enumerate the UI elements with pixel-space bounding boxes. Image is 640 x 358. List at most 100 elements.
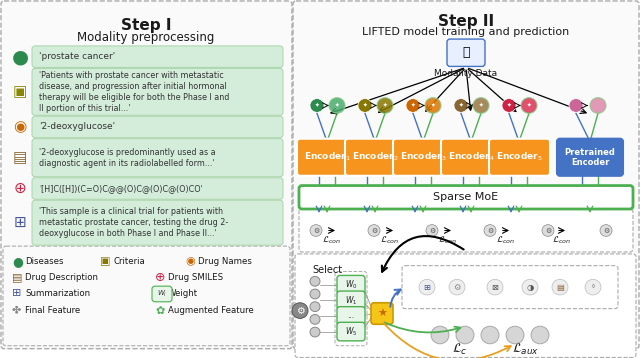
Text: Modality Data: Modality Data bbox=[435, 69, 497, 78]
Circle shape bbox=[449, 279, 465, 295]
Text: 'prostate cancer': 'prostate cancer' bbox=[39, 52, 115, 61]
Text: Drug Description: Drug Description bbox=[25, 273, 98, 282]
Text: ✦: ✦ bbox=[507, 103, 511, 108]
Text: Augmented Feature: Augmented Feature bbox=[168, 306, 253, 315]
Text: Step I: Step I bbox=[121, 18, 172, 33]
Text: $W_5$: $W_5$ bbox=[345, 325, 357, 338]
FancyBboxPatch shape bbox=[152, 286, 172, 302]
Text: ⊞: ⊞ bbox=[13, 215, 26, 230]
FancyBboxPatch shape bbox=[557, 139, 623, 176]
FancyBboxPatch shape bbox=[3, 246, 290, 346]
Text: 'Patients with prostate cancer with metastatic
disease, and progression after in: 'Patients with prostate cancer with meta… bbox=[39, 71, 229, 113]
Text: ✦: ✦ bbox=[335, 103, 339, 108]
Text: ▣: ▣ bbox=[13, 84, 27, 99]
Text: ✦: ✦ bbox=[527, 103, 531, 108]
FancyBboxPatch shape bbox=[371, 303, 393, 324]
Text: ▢: ▢ bbox=[155, 288, 166, 298]
Circle shape bbox=[487, 279, 503, 295]
Text: Step II: Step II bbox=[438, 14, 494, 29]
FancyBboxPatch shape bbox=[32, 178, 283, 199]
Circle shape bbox=[521, 98, 537, 113]
Text: $\mathcal{L}_{con}$: $\mathcal{L}_{con}$ bbox=[438, 234, 458, 246]
Text: $W_0$: $W_0$ bbox=[345, 279, 357, 291]
Text: LIFTED model training and prediction: LIFTED model training and prediction bbox=[362, 27, 570, 37]
Text: Weight: Weight bbox=[168, 289, 198, 297]
Text: Pretrained
Encoder: Pretrained Encoder bbox=[564, 147, 616, 167]
Circle shape bbox=[484, 224, 496, 236]
Text: ⊞: ⊞ bbox=[424, 283, 431, 292]
Text: ⊠: ⊠ bbox=[492, 283, 499, 292]
Text: $W_i$: $W_i$ bbox=[157, 289, 167, 299]
Text: ⚙: ⚙ bbox=[429, 227, 435, 233]
Circle shape bbox=[310, 99, 324, 112]
Circle shape bbox=[368, 224, 380, 236]
Text: ...: ... bbox=[348, 311, 355, 320]
Circle shape bbox=[329, 98, 345, 113]
Text: Sparse MoE: Sparse MoE bbox=[433, 192, 499, 202]
FancyBboxPatch shape bbox=[295, 254, 636, 358]
Circle shape bbox=[454, 99, 468, 112]
Text: ⚙: ⚙ bbox=[371, 227, 377, 233]
Text: ▤: ▤ bbox=[556, 283, 564, 292]
Circle shape bbox=[310, 224, 322, 236]
Text: ✦: ✦ bbox=[479, 103, 483, 108]
Text: ◦: ◦ bbox=[591, 283, 595, 292]
Text: ✤: ✤ bbox=[12, 306, 21, 316]
FancyBboxPatch shape bbox=[337, 275, 365, 294]
Text: ✦: ✦ bbox=[459, 103, 463, 108]
Text: ◉: ◉ bbox=[185, 257, 195, 267]
Circle shape bbox=[419, 279, 435, 295]
Text: ⚙: ⚙ bbox=[603, 227, 609, 233]
Circle shape bbox=[600, 224, 612, 236]
FancyBboxPatch shape bbox=[489, 139, 550, 176]
Circle shape bbox=[585, 279, 601, 295]
Text: Select: Select bbox=[312, 265, 342, 275]
FancyBboxPatch shape bbox=[32, 116, 283, 138]
Text: ⚙: ⚙ bbox=[487, 227, 493, 233]
Text: 'This sample is a clinical trial for patients with
metastatic prostate cancer, t: 'This sample is a clinical trial for pat… bbox=[39, 207, 228, 238]
Text: Encoder$_1$: Encoder$_1$ bbox=[303, 151, 350, 164]
FancyBboxPatch shape bbox=[297, 139, 358, 176]
Text: ✿: ✿ bbox=[155, 306, 164, 316]
Circle shape bbox=[590, 98, 606, 113]
Circle shape bbox=[552, 279, 568, 295]
FancyBboxPatch shape bbox=[299, 185, 633, 209]
FancyBboxPatch shape bbox=[402, 266, 618, 309]
Text: ▤: ▤ bbox=[13, 150, 27, 165]
Text: ⚙: ⚙ bbox=[296, 306, 305, 316]
Text: ⊕: ⊕ bbox=[13, 181, 26, 196]
Text: ●: ● bbox=[12, 47, 29, 66]
Text: Encoder$_5$: Encoder$_5$ bbox=[496, 151, 542, 164]
Circle shape bbox=[310, 302, 320, 311]
Text: ★: ★ bbox=[377, 309, 387, 319]
Text: Final Feature: Final Feature bbox=[25, 306, 80, 315]
Circle shape bbox=[502, 99, 516, 112]
Text: $\mathcal{L}_{aux}$: $\mathcal{L}_{aux}$ bbox=[511, 342, 538, 357]
Text: ●: ● bbox=[12, 255, 23, 268]
FancyBboxPatch shape bbox=[441, 139, 502, 176]
Circle shape bbox=[481, 326, 499, 344]
FancyBboxPatch shape bbox=[32, 200, 283, 245]
FancyBboxPatch shape bbox=[293, 1, 639, 349]
Circle shape bbox=[531, 326, 549, 344]
Text: ◉: ◉ bbox=[13, 120, 27, 135]
Text: Encoder$_2$: Encoder$_2$ bbox=[352, 151, 398, 164]
Text: Criteria: Criteria bbox=[113, 257, 145, 266]
Text: ✦: ✦ bbox=[411, 103, 415, 108]
Circle shape bbox=[406, 99, 420, 112]
Text: ⚙: ⚙ bbox=[313, 227, 319, 233]
Text: 🖥: 🖥 bbox=[462, 46, 470, 59]
Circle shape bbox=[506, 326, 524, 344]
Text: Summarization: Summarization bbox=[25, 289, 90, 297]
Text: ⚙: ⚙ bbox=[545, 227, 551, 233]
FancyBboxPatch shape bbox=[32, 139, 283, 177]
Text: '[H]C([H])(C=O)C@@(O)C@(O)C@(O)CO': '[H]C([H])(C=O)C@@(O)C@(O)C@(O)CO' bbox=[39, 184, 203, 193]
Text: Encoder$_4$: Encoder$_4$ bbox=[447, 151, 494, 164]
Circle shape bbox=[310, 276, 320, 286]
Text: $\mathcal{L}_{con}$: $\mathcal{L}_{con}$ bbox=[552, 234, 572, 246]
Text: ⊕: ⊕ bbox=[155, 271, 166, 284]
FancyBboxPatch shape bbox=[1, 1, 292, 349]
Text: Encoder$_3$: Encoder$_3$ bbox=[400, 151, 446, 164]
Circle shape bbox=[425, 98, 441, 113]
Circle shape bbox=[522, 279, 538, 295]
